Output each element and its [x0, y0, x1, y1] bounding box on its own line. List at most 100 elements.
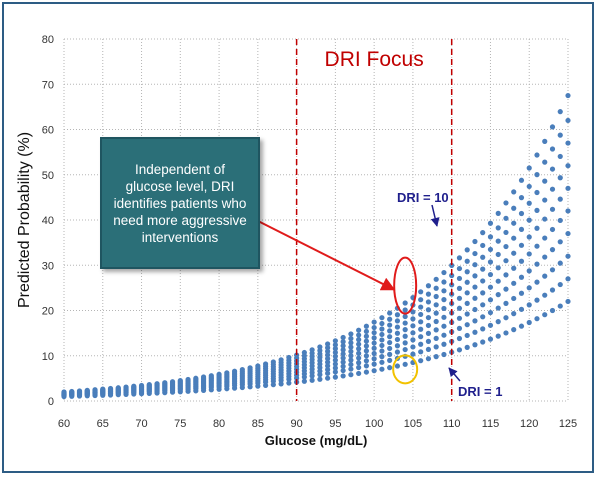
data-point	[511, 220, 517, 226]
data-point	[542, 216, 548, 222]
dri-1-label: DRI = 1	[458, 384, 502, 399]
data-point	[356, 370, 362, 377]
data-point	[549, 124, 556, 130]
data-point	[441, 279, 447, 285]
data-point	[549, 146, 556, 152]
data-point	[456, 275, 463, 282]
data-point	[418, 341, 424, 347]
data-point	[511, 235, 517, 241]
data-point	[402, 340, 408, 346]
data-point	[449, 272, 455, 279]
data-point	[503, 200, 509, 206]
data-point	[387, 322, 393, 328]
data-point	[557, 260, 563, 266]
data-point	[301, 349, 307, 356]
data-point	[340, 347, 346, 353]
dri-1-arrow	[448, 367, 461, 382]
data-point	[487, 284, 494, 290]
x-tick-label: 95	[329, 418, 341, 430]
data-point	[503, 243, 509, 250]
data-point	[340, 367, 346, 374]
data-point	[309, 377, 315, 383]
data-point	[511, 327, 517, 333]
data-point	[61, 389, 67, 395]
data-point	[200, 374, 207, 380]
data-point	[433, 276, 439, 282]
data-point	[518, 226, 525, 233]
data-point	[534, 225, 540, 231]
callout-text: Independent of glucose level, DRI identi…	[113, 161, 247, 245]
data-point	[348, 361, 354, 368]
data-point	[309, 347, 315, 353]
data-point	[480, 266, 486, 272]
data-point	[495, 319, 501, 325]
data-point	[487, 271, 494, 278]
data-point	[549, 226, 556, 233]
data-point	[542, 292, 548, 298]
data-point	[387, 345, 393, 352]
data-point	[325, 341, 331, 347]
data-point	[332, 338, 338, 344]
data-point	[518, 195, 525, 201]
data-point	[332, 357, 338, 363]
data-point	[371, 350, 377, 357]
data-point	[534, 152, 540, 158]
data-point	[332, 369, 338, 375]
data-point	[441, 323, 447, 329]
data-point	[356, 341, 362, 347]
data-point	[402, 346, 408, 353]
data-point	[487, 259, 494, 265]
y-tick-label: 50	[42, 170, 54, 182]
data-point	[542, 178, 548, 184]
data-point	[433, 327, 439, 333]
data-point	[317, 344, 323, 350]
data-point	[286, 380, 292, 386]
data-point	[356, 364, 362, 371]
data-point	[534, 243, 540, 249]
data-point	[542, 254, 548, 260]
data-point	[472, 318, 478, 324]
data-point	[526, 217, 532, 223]
data-point	[418, 289, 424, 295]
data-point	[542, 312, 548, 318]
data-point	[425, 322, 432, 329]
data-point	[363, 369, 369, 375]
data-point	[487, 336, 494, 342]
x-tick-label: 120	[520, 418, 538, 430]
data-point	[472, 262, 478, 268]
data-point	[526, 200, 532, 206]
data-point	[542, 235, 548, 241]
data-point	[472, 295, 478, 301]
data-point	[534, 316, 540, 322]
data-point	[387, 334, 393, 340]
data-point	[511, 295, 517, 302]
data-point	[425, 299, 432, 305]
data-point	[518, 177, 525, 183]
x-tick-label: 125	[559, 418, 577, 430]
x-tick-label: 80	[213, 418, 225, 430]
data-point	[549, 307, 556, 314]
data-point	[464, 269, 470, 275]
data-point	[511, 205, 517, 211]
data-point	[387, 316, 393, 322]
data-point	[456, 335, 463, 342]
data-point	[418, 304, 424, 310]
data-point	[565, 117, 571, 124]
data-point	[278, 381, 284, 387]
data-point	[332, 346, 338, 352]
data-point	[394, 363, 401, 369]
data-point	[480, 302, 486, 308]
data-point	[100, 386, 106, 392]
data-point	[325, 363, 331, 369]
axis-layer: 0 10 20 30 40 50 60 70 80 60 65 70 75 80 85 90 95 100 105 1…	[42, 34, 577, 430]
data-point	[518, 306, 525, 312]
data-point	[348, 353, 354, 359]
data-point	[332, 374, 338, 380]
data-point	[371, 368, 377, 374]
y-tick-label: 40	[42, 215, 54, 227]
data-point	[503, 229, 509, 236]
data-point	[379, 315, 385, 321]
data-point	[208, 373, 214, 379]
data-point	[441, 305, 447, 312]
data-point	[480, 242, 486, 249]
